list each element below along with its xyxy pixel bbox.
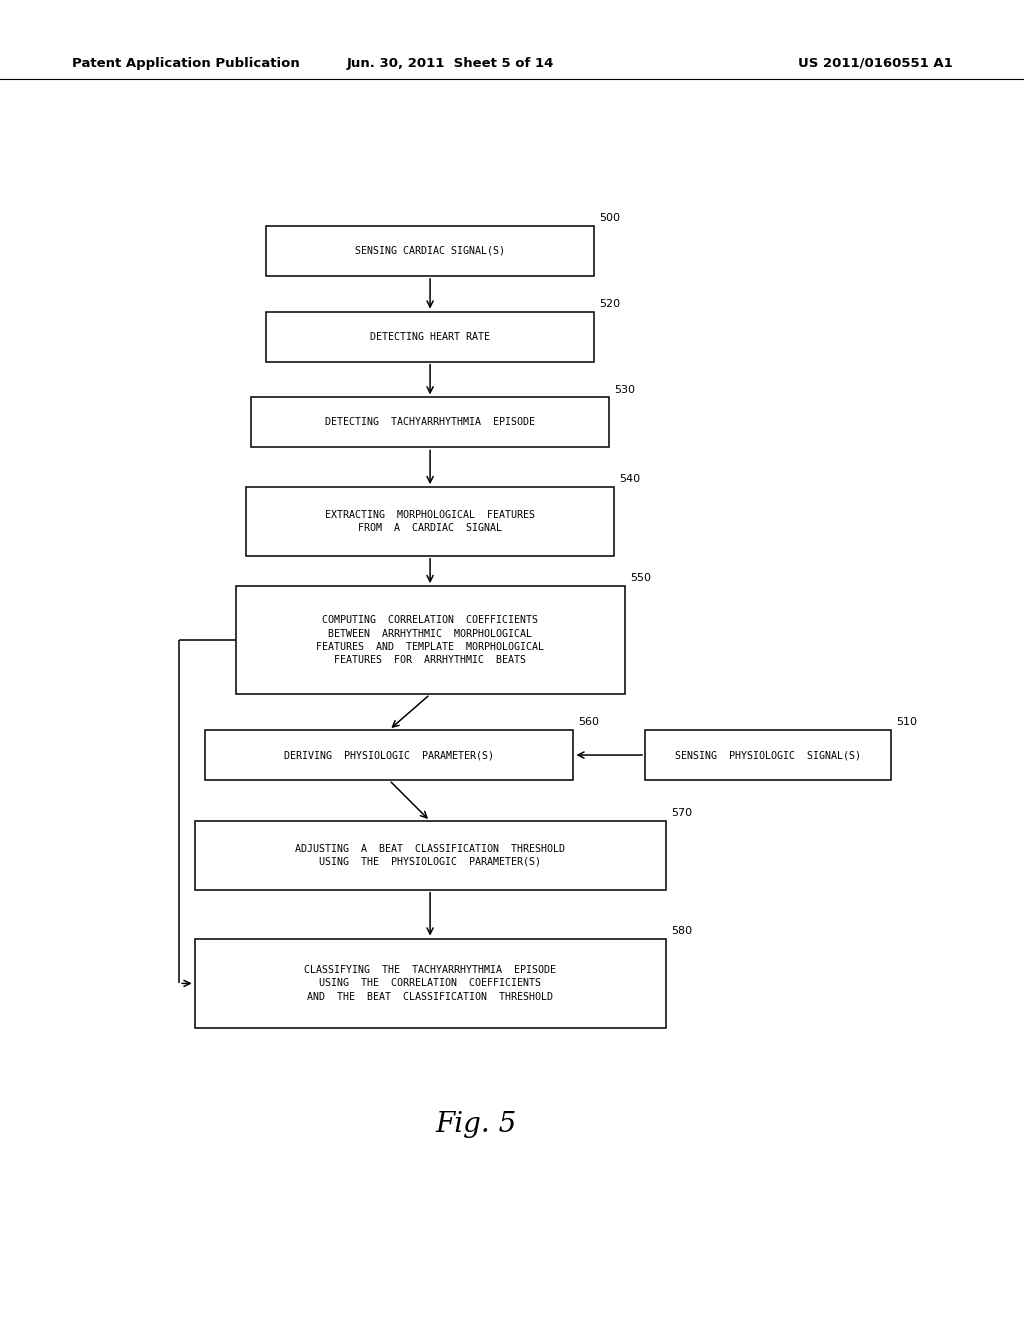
Text: CLASSIFYING  THE  TACHYARRHYTHMIA  EPISODE
USING  THE  CORRELATION  COEFFICIENTS: CLASSIFYING THE TACHYARRHYTHMIA EPISODE … <box>304 965 556 1002</box>
Text: 580: 580 <box>671 925 692 936</box>
Bar <box>205 730 573 780</box>
Text: US 2011/0160551 A1: US 2011/0160551 A1 <box>798 57 952 70</box>
Bar <box>266 312 594 362</box>
Text: 560: 560 <box>579 717 600 727</box>
Bar <box>236 586 625 694</box>
Text: Patent Application Publication: Patent Application Publication <box>72 57 299 70</box>
Text: SENSING CARDIAC SIGNAL(S): SENSING CARDIAC SIGNAL(S) <box>355 246 505 256</box>
Text: DETECTING  TACHYARRHYTHMIA  EPISODE: DETECTING TACHYARRHYTHMIA EPISODE <box>325 417 536 428</box>
Bar <box>195 821 666 890</box>
Bar <box>251 397 609 447</box>
Text: 540: 540 <box>620 474 641 484</box>
Text: 520: 520 <box>599 298 621 309</box>
Bar <box>645 730 891 780</box>
Text: DETECTING HEART RATE: DETECTING HEART RATE <box>370 331 490 342</box>
Text: DERIVING  PHYSIOLOGIC  PARAMETER(S): DERIVING PHYSIOLOGIC PARAMETER(S) <box>284 750 495 760</box>
Text: SENSING  PHYSIOLOGIC  SIGNAL(S): SENSING PHYSIOLOGIC SIGNAL(S) <box>675 750 861 760</box>
Text: 570: 570 <box>671 808 692 818</box>
Bar <box>246 487 614 556</box>
Text: Fig. 5: Fig. 5 <box>435 1111 517 1138</box>
Text: COMPUTING  CORRELATION  COEFFICIENTS
BETWEEN  ARRHYTHMIC  MORPHOLOGICAL
FEATURES: COMPUTING CORRELATION COEFFICIENTS BETWE… <box>316 615 544 665</box>
Text: 510: 510 <box>896 717 918 727</box>
Bar <box>195 939 666 1028</box>
Text: 550: 550 <box>630 573 651 583</box>
Text: EXTRACTING  MORPHOLOGICAL  FEATURES
FROM  A  CARDIAC  SIGNAL: EXTRACTING MORPHOLOGICAL FEATURES FROM A… <box>325 510 536 533</box>
Text: Jun. 30, 2011  Sheet 5 of 14: Jun. 30, 2011 Sheet 5 of 14 <box>347 57 554 70</box>
Text: 500: 500 <box>599 213 621 223</box>
Bar <box>266 226 594 276</box>
Text: ADJUSTING  A  BEAT  CLASSIFICATION  THRESHOLD
USING  THE  PHYSIOLOGIC  PARAMETER: ADJUSTING A BEAT CLASSIFICATION THRESHOL… <box>295 843 565 867</box>
Text: 530: 530 <box>614 384 636 395</box>
